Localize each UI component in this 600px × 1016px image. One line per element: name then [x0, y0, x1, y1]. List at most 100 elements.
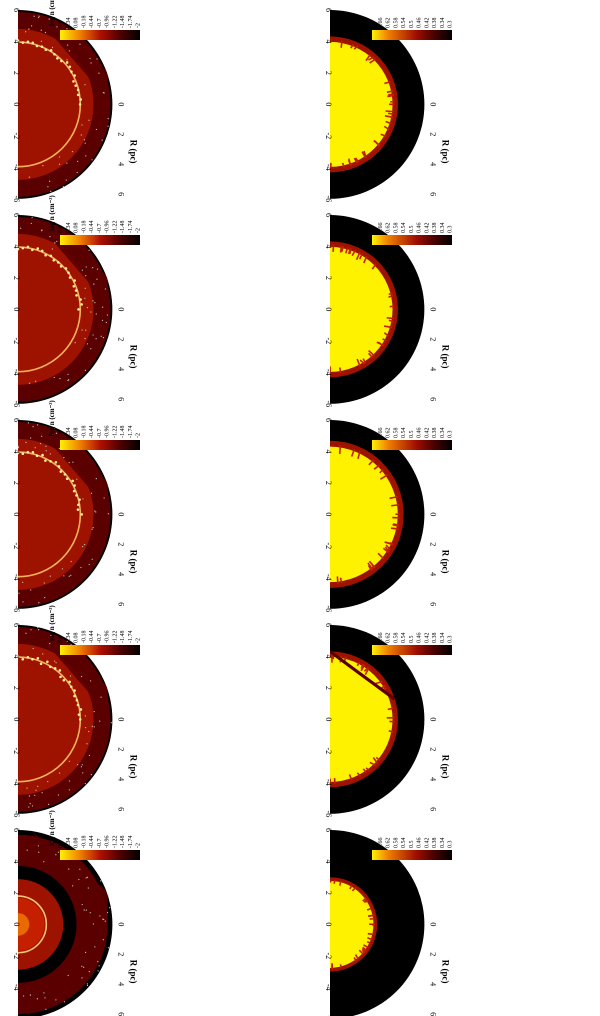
r-tick-label: 6 — [116, 397, 125, 401]
density-colorbar-tick: -0.18 — [81, 836, 87, 849]
r-tick-label: 6 — [116, 602, 125, 606]
z-tick-label: 0 — [324, 102, 333, 106]
metal-colorbar-tick: 0.54 — [401, 223, 407, 234]
z-tick-label: -4 — [12, 164, 21, 171]
r-axis-label: R (pc) — [440, 960, 450, 984]
r-tick-label: 6 — [428, 1012, 437, 1016]
z-tick-label: -2 — [12, 543, 21, 550]
metal-colorbar-tick: 0.3 — [448, 226, 454, 234]
metal-colorbar-tick: 0.38 — [432, 223, 438, 234]
z-tick-label: 0 — [12, 102, 21, 106]
density-colorbar-bar — [60, 235, 140, 245]
density-colorbar-bar — [60, 645, 140, 655]
metal-colorbar-tick: 0.34 — [440, 838, 446, 849]
z-tick-label: -4 — [324, 369, 333, 376]
r-tick-label: 6 — [428, 192, 437, 196]
z-tick-label: -4 — [324, 779, 333, 786]
r-tick-label: 4 — [116, 777, 125, 781]
r-tick-label: 0 — [116, 922, 125, 926]
density-colorbar-tick: -2 — [136, 843, 142, 848]
density-colorbar-tick: -1.48 — [120, 16, 126, 29]
z-tick-label: -2 — [324, 953, 333, 960]
density-colorbar-tick: -0.44 — [89, 426, 95, 439]
z-tick-label: 0 — [324, 922, 333, 926]
density-colorbar-tick: -2 — [136, 433, 142, 438]
metal-colorbar-tick: 0.5 — [409, 636, 415, 644]
density-colorbar-tick: -1.22 — [112, 15, 118, 28]
density-colorbar-tick: -1.74 — [128, 631, 134, 644]
metal-colorbar-tick: 0.42 — [424, 633, 430, 644]
z-tick-label: 0 — [324, 512, 333, 516]
metal-colorbar-tick: 0.42 — [424, 18, 430, 29]
z-tick-label: -4 — [324, 574, 333, 581]
z-tick-label: -2 — [324, 748, 333, 755]
metal-colorbar-tick: 0.46 — [417, 428, 423, 439]
z-tick-label: -2 — [12, 748, 21, 755]
density-colorbar-tick: -0.7 — [97, 224, 103, 234]
colorbar-title: m — [360, 840, 368, 846]
z-tick-label: 2 — [324, 686, 333, 690]
colorbar-title: m — [360, 430, 368, 436]
metal-colorbar-bar — [372, 30, 452, 40]
r-axis-label: R (pc) — [440, 140, 450, 164]
z-tick-label: 6 — [324, 418, 333, 422]
r-tick-label: 4 — [116, 982, 125, 986]
z-tick-label: 2 — [12, 276, 21, 280]
colorbar-title: log n (cm⁻³) — [48, 810, 56, 846]
r-axis-label: R (pc) — [128, 345, 138, 369]
z-tick-label: 6 — [12, 8, 21, 12]
z-tick-label: 6 — [12, 623, 21, 627]
z-tick-label: -2 — [12, 953, 21, 960]
metal-colorbar-tick: 0.5 — [409, 226, 415, 234]
r-tick-label: 6 — [428, 807, 437, 811]
density-colorbar-tick: -1.74 — [128, 16, 134, 29]
metal-colorbar-tick: 0.7 — [370, 431, 376, 439]
metal-colorbar-tick: 0.62 — [386, 633, 392, 644]
z-tick-label: 0 — [12, 717, 21, 721]
r-tick-label: 0 — [116, 307, 125, 311]
metal-colorbar-tick: 0.34 — [440, 633, 446, 644]
density-colorbar-tick: 0.08 — [74, 18, 80, 29]
metal-colorbar-tick: 0.54 — [401, 18, 407, 29]
metal-colorbar-tick: 0.62 — [386, 428, 392, 439]
colorbar-title: log n (cm⁻³) — [48, 195, 56, 231]
density-colorbar-tick: -1.22 — [112, 221, 118, 234]
z-tick-label: 4 — [12, 654, 21, 658]
z-tick-label: 0 — [324, 307, 333, 311]
r-tick-label: 2 — [116, 542, 125, 546]
metal-colorbar-tick: 0.66 — [378, 428, 384, 439]
density-colorbar-tick: -0.18 — [81, 426, 87, 439]
metal-colorbar-tick: 0.58 — [393, 223, 399, 234]
z-tick-label: 0 — [12, 512, 21, 516]
metal-colorbar-tick: 0.62 — [386, 838, 392, 849]
r-tick-label: 4 — [428, 572, 437, 576]
z-tick-label: 6 — [12, 418, 21, 422]
z-tick-label: -4 — [12, 779, 21, 786]
density-colorbar-tick: -1.48 — [120, 631, 126, 644]
density-colorbar-tick: -1.74 — [128, 221, 134, 234]
colorbar-title: log n (cm⁻³) — [48, 605, 56, 641]
r-axis-label: R (pc) — [128, 550, 138, 574]
metal-colorbar-tick: 0.38 — [432, 838, 438, 849]
r-axis-label: R (pc) — [128, 140, 138, 164]
r-tick-label: 2 — [428, 542, 437, 546]
z-tick-label: 4 — [324, 449, 333, 453]
metal-colorbar-tick: 0.58 — [393, 633, 399, 644]
density-colorbar-tick: 0.08 — [74, 428, 80, 439]
r-tick-label: 2 — [116, 747, 125, 751]
z-tick-label: -4 — [324, 984, 333, 991]
r-tick-label: 6 — [428, 602, 437, 606]
z-tick-label: 6 — [324, 8, 333, 12]
density-colorbar-tick: -0.96 — [105, 221, 111, 234]
density-colorbar-tick: -0.96 — [105, 631, 111, 644]
metal-colorbar-tick: 0.5 — [409, 21, 415, 29]
density-colorbar-tick: 0.6 — [58, 21, 64, 29]
r-tick-label: 4 — [428, 982, 437, 986]
z-tick-label: -2 — [12, 133, 21, 140]
